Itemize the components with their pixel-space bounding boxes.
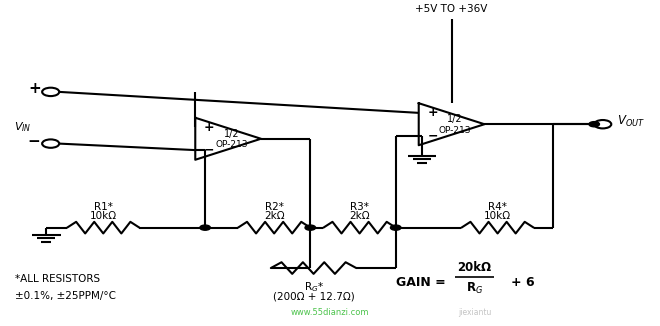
Text: R3*: R3* — [350, 202, 369, 212]
Text: 20kΩ: 20kΩ — [457, 260, 492, 274]
Text: jiexiantu: jiexiantu — [458, 307, 491, 317]
Text: (200Ω + 12.7Ω): (200Ω + 12.7Ω) — [273, 291, 354, 301]
Text: −: − — [427, 129, 438, 142]
Text: OP-213: OP-213 — [439, 126, 471, 135]
Text: 1/2: 1/2 — [447, 114, 463, 124]
Circle shape — [305, 225, 315, 230]
Text: +: + — [204, 121, 214, 134]
Text: R4*: R4* — [488, 202, 507, 212]
Text: GAIN =: GAIN = — [396, 276, 450, 289]
Text: 10kΩ: 10kΩ — [484, 211, 511, 220]
Circle shape — [589, 122, 599, 127]
Circle shape — [391, 225, 401, 230]
Circle shape — [200, 225, 211, 230]
Text: R$_G$: R$_G$ — [466, 281, 483, 296]
Text: OP-213: OP-213 — [215, 140, 248, 149]
Text: www.55dianzi.com: www.55dianzi.com — [291, 307, 369, 317]
Text: R2*: R2* — [265, 202, 284, 212]
Text: +5V TO +36V: +5V TO +36V — [415, 4, 488, 14]
Text: *ALL RESISTORS: *ALL RESISTORS — [15, 274, 100, 284]
Text: +: + — [427, 106, 438, 119]
Text: R$_G$*: R$_G$* — [304, 280, 323, 294]
Text: −: − — [204, 144, 214, 156]
Text: 2kΩ: 2kΩ — [349, 211, 370, 220]
Text: $V_{IN}$: $V_{IN}$ — [15, 121, 32, 134]
Text: $V_{OUT}$: $V_{OUT}$ — [617, 113, 645, 128]
Text: + 6: + 6 — [511, 276, 535, 289]
Text: R1*: R1* — [94, 202, 113, 212]
Text: 2kΩ: 2kΩ — [264, 211, 284, 220]
Text: −: − — [28, 135, 41, 150]
Text: 1/2: 1/2 — [224, 129, 239, 139]
Text: 10kΩ: 10kΩ — [90, 211, 117, 220]
Text: ±0.1%, ±25PPM/°C: ±0.1%, ±25PPM/°C — [15, 290, 116, 301]
Text: +: + — [28, 81, 41, 96]
